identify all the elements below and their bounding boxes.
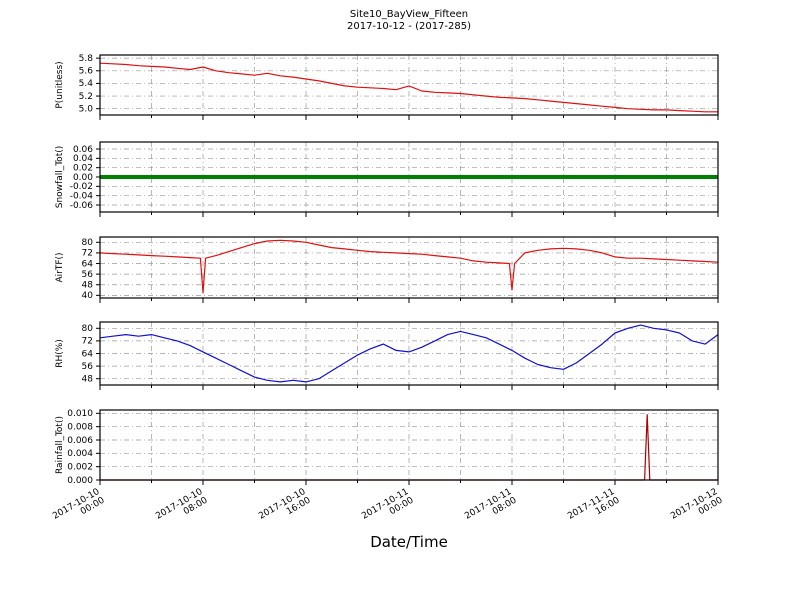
y-tick-label: 5.2 — [79, 92, 93, 102]
subplot-1: 5.0 5.2 5.4 5.6 5.8 P(unitless) — [55, 54, 719, 120]
y-tick-label: 5.0 — [79, 104, 94, 114]
x-tick-label: 2017-11-1116:00 — [566, 487, 622, 531]
y-tick-label: 0.004 — [67, 449, 93, 459]
y-axis-title: P(unitless) — [55, 61, 65, 108]
x-tick-label: 2017-10-1100:00 — [360, 487, 416, 531]
y-tick-label: 80 — [82, 238, 94, 248]
plot-background — [100, 410, 718, 480]
y-axis-title: Rainfall_Tot() — [55, 416, 65, 474]
data-series-line — [99, 239, 719, 294]
data-series-line — [99, 62, 718, 113]
y-tick-label: 0.00 — [73, 173, 93, 183]
y-tick-label: -0.04 — [70, 191, 94, 201]
y-tick-label: 56 — [82, 270, 94, 280]
chart-title: Site10_BayView_Fifteen — [349, 9, 469, 20]
axes-frame — [99, 141, 719, 213]
x-tick-label: 2017-10-1108:00 — [463, 487, 519, 531]
y-tick-label: 5.6 — [79, 67, 94, 77]
y-tick-label: 48 — [82, 375, 94, 385]
data-series-line — [99, 324, 719, 383]
y-tick-label: 0.06 — [73, 145, 93, 155]
subplot-2: -0.06-0.04-0.020.000.020.040.06 Snowfall_… — [55, 141, 719, 217]
axes-frame — [99, 409, 719, 481]
chart-subtitle: 2017-10-12 - (2017-285) — [346, 21, 472, 32]
y-tick-label: 80 — [82, 324, 94, 334]
y-tick-label: 0.04 — [73, 154, 93, 164]
y-axis-title: AirTF() — [55, 252, 65, 282]
y-tick-label: 0.006 — [67, 436, 93, 446]
y-tick-label: 72 — [82, 249, 93, 259]
y-tick-label: 5.4 — [79, 79, 94, 89]
y-tick-label: -0.06 — [70, 201, 94, 211]
axes-frame — [99, 54, 719, 116]
y-tick-label: 0.000 — [67, 476, 93, 486]
x-axis-label: Date/Time — [370, 533, 448, 551]
y-tick-label: 0.010 — [67, 409, 93, 419]
axes-frame — [99, 321, 719, 386]
y-tick-label: 5.8 — [79, 54, 94, 64]
y-tick-label: 56 — [82, 362, 94, 372]
y-tick-label: 72 — [82, 337, 93, 347]
y-tick-label: 0.008 — [67, 422, 93, 432]
subplot-5: 0.000 0.002 0.004 0.006 0.008 0.010Rainfall_T… — [55, 409, 719, 486]
y-tick-label: 0.02 — [73, 163, 93, 173]
y-tick-label: 64 — [82, 259, 94, 269]
x-tick-label: 2017-10-1016:00 — [257, 487, 313, 531]
x-tick-label: 2017-10-1000:00 — [51, 487, 107, 531]
subplot-4: 48 56 64 72 80 RH(%) — [55, 321, 719, 390]
y-tick-label: 0.002 — [67, 462, 93, 472]
y-tick-label: -0.02 — [70, 182, 93, 192]
y-tick-label: 48 — [82, 281, 94, 291]
y-tick-label: 64 — [82, 349, 94, 359]
axes-frame — [99, 236, 719, 299]
y-tick-label: 40 — [82, 291, 94, 301]
y-axis-title: RH(%) — [55, 339, 65, 368]
x-tick-label: 2017-10-1200:00 — [669, 487, 725, 531]
x-tick-label: 2017-10-1008:00 — [154, 487, 210, 531]
y-axis-title: Snowfall_Tot() — [55, 146, 65, 209]
